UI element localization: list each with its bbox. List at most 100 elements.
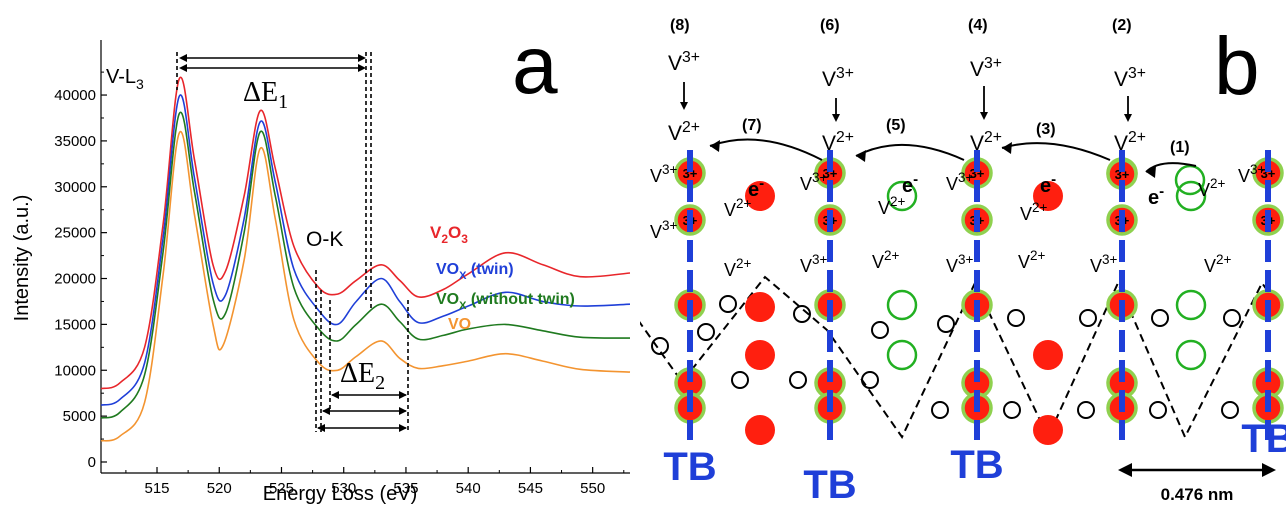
oxygen-site xyxy=(731,371,749,389)
oxygen-site xyxy=(1003,401,1021,419)
oxygen-site xyxy=(861,371,879,389)
tb-label: TB xyxy=(950,443,1003,487)
valence-label: V2+ xyxy=(878,194,906,218)
oxygen-site xyxy=(1007,309,1025,327)
y-tick-label: 30000 xyxy=(54,179,96,196)
valence-label: V3+ xyxy=(970,55,1002,81)
hop-arrow xyxy=(1145,162,1197,173)
oxygen-site xyxy=(651,337,669,355)
atom-o xyxy=(861,371,879,389)
arrowhead xyxy=(1118,463,1132,477)
x-tick-label: 525 xyxy=(269,480,294,497)
svg-text:3+: 3+ xyxy=(1261,166,1276,181)
svg-text:3+: 3+ xyxy=(683,166,698,181)
atom-v2 xyxy=(745,415,775,445)
twin-boundary-lines: TB TB TB TB xyxy=(663,150,1286,507)
atom-vac xyxy=(1175,180,1207,212)
valence-label: V2+ xyxy=(668,119,700,145)
step-label: (4) xyxy=(968,17,988,34)
series-line-3 xyxy=(100,130,631,442)
vl3-label: V-L3 xyxy=(106,66,144,92)
valence-label: V3+ xyxy=(946,170,974,194)
panel-letter-b: b xyxy=(1214,21,1260,112)
electron-label: e- xyxy=(748,175,764,201)
valence-label: V2+ xyxy=(1020,200,1048,224)
oxygen-site xyxy=(793,305,811,323)
arrowhead xyxy=(322,407,330,415)
arrowhead xyxy=(1146,166,1156,178)
tb-label: TB xyxy=(1241,417,1286,461)
atom-v2 xyxy=(1033,415,1063,445)
atom-o xyxy=(937,315,955,333)
scale-bar-label: 0.476 nm xyxy=(1161,485,1234,504)
panel-letter-a: a xyxy=(512,20,558,111)
svg-text:3+: 3+ xyxy=(970,166,985,181)
tb-label: TB xyxy=(663,445,716,489)
atom-v2 xyxy=(745,340,775,370)
oxygen-site xyxy=(1223,309,1241,327)
valence-label: V3+ xyxy=(946,252,974,276)
arrowhead xyxy=(358,54,366,62)
svg-text:3+: 3+ xyxy=(823,166,838,181)
atom-o xyxy=(793,305,811,323)
valence-label: V3+ xyxy=(1114,65,1146,91)
valence-label: V2+ xyxy=(822,129,854,155)
x-tick-label: 545 xyxy=(518,480,543,497)
x-tick-label: 530 xyxy=(331,480,356,497)
arrowhead xyxy=(710,140,720,152)
step-label: (2) xyxy=(1112,17,1132,34)
y-tick-label: 5000 xyxy=(63,408,96,425)
arrowhead xyxy=(399,391,407,399)
oxygen-site xyxy=(1221,401,1239,419)
y-tick-label: 20000 xyxy=(54,271,96,288)
atom-vac xyxy=(886,180,918,212)
atom-v2 xyxy=(745,292,775,322)
atom-o xyxy=(1223,309,1241,327)
oxygen-site xyxy=(937,315,955,333)
electron-label: e- xyxy=(902,171,918,197)
oxygen-site xyxy=(1149,401,1167,419)
valence-label: V2+ xyxy=(1018,248,1046,272)
x-axis-title: Energy Loss (eV) xyxy=(263,483,418,505)
y-tick-label: 40000 xyxy=(54,87,96,104)
svg-text:3+: 3+ xyxy=(1115,167,1130,182)
axis-ticks: 515 520 525 530 535 540 545 550 0 5000 10000 15000 2… xyxy=(54,71,625,497)
valence-label: V3+ xyxy=(650,218,678,242)
atom-vac xyxy=(1175,339,1207,371)
x-tick-label: 515 xyxy=(144,480,169,497)
atom-o xyxy=(731,371,749,389)
atom-vac xyxy=(886,289,918,321)
oxygen-site xyxy=(871,321,889,339)
spectra-series xyxy=(100,76,631,442)
atom-o xyxy=(651,337,669,355)
series-line-1 xyxy=(100,94,631,406)
arrowhead xyxy=(1124,114,1132,122)
arrowhead xyxy=(317,424,325,432)
x-tick-label: 550 xyxy=(580,480,605,497)
atom-o xyxy=(1149,401,1167,419)
valence-label: V2+ xyxy=(724,196,752,220)
series-label-vo: VO xyxy=(448,316,471,333)
arrowhead xyxy=(179,64,187,72)
y-axis-title: Intensity (a.u.) xyxy=(11,195,33,322)
valence-label: V3+ xyxy=(800,170,828,194)
arrowhead xyxy=(856,150,866,162)
arrowhead xyxy=(399,407,407,415)
oxygen-site xyxy=(1151,309,1169,327)
step-label: (7) xyxy=(742,117,762,134)
valence-label: V3+ xyxy=(668,49,700,75)
oxygen-site xyxy=(789,371,807,389)
atom-v2 xyxy=(1033,181,1063,211)
arrowhead xyxy=(358,64,366,72)
arrowhead xyxy=(832,114,840,122)
atom-o xyxy=(719,295,737,313)
atom-o xyxy=(1003,401,1021,419)
valence-label: V3+ xyxy=(650,162,678,186)
valence-label: V3+ xyxy=(1090,252,1118,276)
arrowhead xyxy=(1262,463,1276,477)
y-tick-label: 25000 xyxy=(54,225,96,242)
atom-v2 xyxy=(745,181,775,211)
valence-label: V2+ xyxy=(872,248,900,272)
